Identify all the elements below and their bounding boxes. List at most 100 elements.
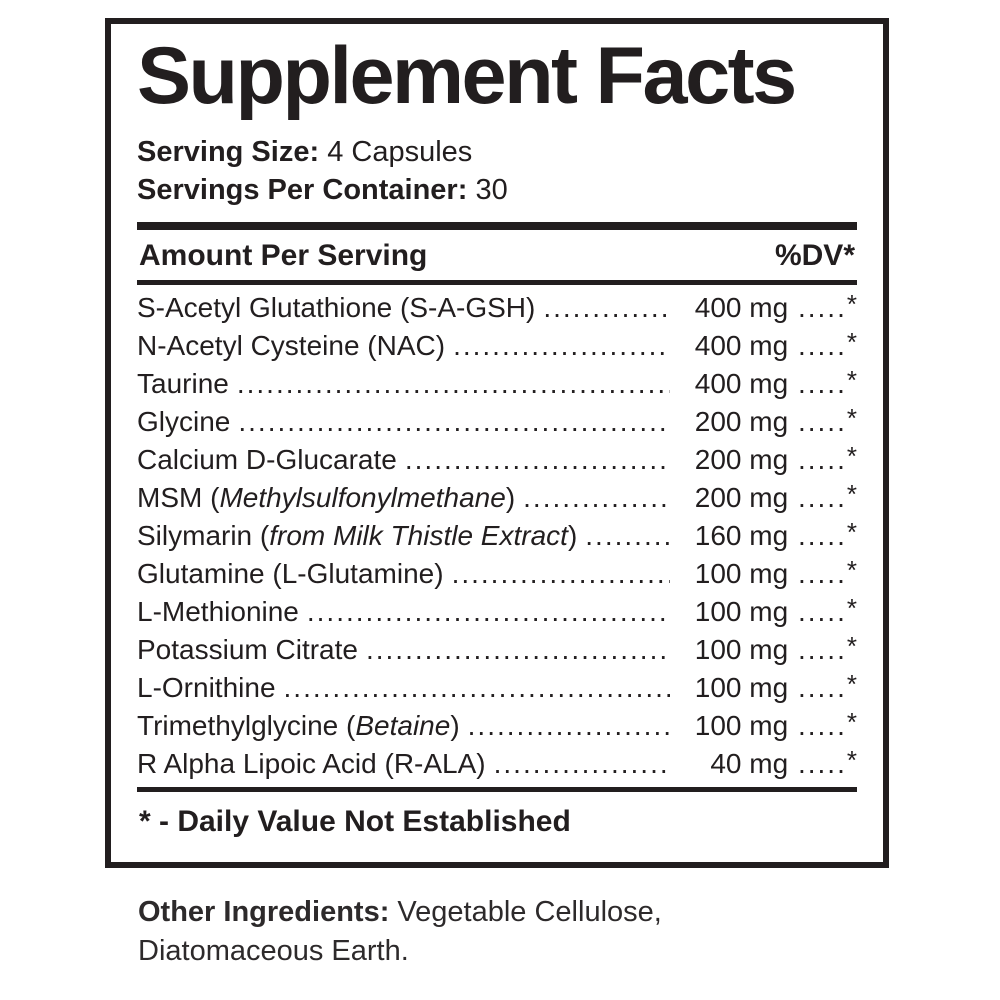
- dv-asterisk: *: [846, 327, 857, 357]
- ingredient-amount: 200 mg: [694, 482, 789, 513]
- ingredient-row: S-Acetyl Glutathione (S-A-GSH) 400 mg ..…: [137, 289, 857, 327]
- ingredient-name: N-Acetyl Cysteine (NAC): [137, 327, 445, 365]
- divider-above-footnote: [137, 787, 857, 792]
- ingredient-row: L-Methionine 100 mg ..... *: [137, 593, 857, 631]
- ingredient-name: S-Acetyl Glutathione (S-A-GSH): [137, 289, 535, 327]
- dv-asterisk: *: [846, 631, 857, 661]
- dot-leader: [453, 327, 670, 365]
- dot-leader: [494, 745, 671, 783]
- ingredient-amount: 200 mg: [694, 444, 789, 475]
- daily-value-footnote: * - Daily Value Not Established: [139, 805, 571, 838]
- dv-header: %DV*: [774, 239, 855, 272]
- dv-asterisk: *: [846, 593, 857, 623]
- ingredient-name-text: Silymarin (: [137, 520, 270, 551]
- ingredient-amount: 100 mg: [694, 710, 789, 741]
- ingredient-name: Trimethylglycine (Betaine): [137, 707, 460, 745]
- ingredient-amount: 400 mg: [694, 368, 789, 399]
- ingredient-name: L-Methionine: [137, 593, 299, 631]
- dot-leader: [237, 365, 670, 403]
- ingredient-name-text: Calcium D-Glucarate: [137, 444, 397, 475]
- ingredient-name-italic: Methylsulfonylmethane: [219, 482, 506, 513]
- ingredient-name-suffix: ): [450, 710, 460, 741]
- tail-dots: .....: [788, 482, 847, 513]
- dv-asterisk: *: [846, 289, 857, 319]
- servings-per-container-value: 30: [475, 174, 508, 206]
- dv-asterisk: *: [846, 669, 857, 699]
- servings-per-container-label: Servings Per Container:: [137, 174, 468, 206]
- ingredient-row: Glutamine (L-Glutamine) 100 mg ..... *: [137, 555, 857, 593]
- ingredient-name: Potassium Citrate: [137, 631, 358, 669]
- ingredient-name-text: Glutamine (L-Glutamine): [137, 558, 444, 589]
- dot-leader: [452, 555, 671, 593]
- dot-leader: [284, 669, 671, 707]
- serving-info: Serving Size: 4 Capsules Servings Per Co…: [137, 133, 857, 209]
- ingredient-name-text: L-Methionine: [137, 596, 299, 627]
- ingredient-name-italic: Betaine: [355, 710, 451, 741]
- ingredient-name-text: Potassium Citrate: [137, 634, 358, 665]
- ingredient-name: Taurine: [137, 365, 229, 403]
- ingredient-name-text: Glycine: [137, 406, 231, 437]
- ingredient-name-text: Taurine: [137, 368, 229, 399]
- ingredient-name-suffix: ): [567, 520, 578, 551]
- amount-per-serving-header: Amount Per Serving: [139, 239, 428, 272]
- dv-asterisk: *: [846, 707, 857, 737]
- ingredient-name: Glycine: [137, 403, 230, 441]
- ingredient-row: R Alpha Lipoic Acid (R-ALA) 40 mg ..... …: [137, 745, 857, 783]
- ingredient-name: Calcium D-Glucarate: [137, 441, 397, 479]
- ingredient-amount: 40 mg: [710, 748, 789, 779]
- dv-asterisk: *: [846, 745, 857, 775]
- dv-asterisk: *: [846, 555, 857, 585]
- ingredient-amount: 400 mg: [694, 330, 789, 361]
- dot-leader: [543, 289, 670, 327]
- dot-leader: [238, 403, 670, 441]
- tail-dots: .....: [788, 330, 847, 361]
- dot-leader: [468, 707, 671, 745]
- other-ingredients-label: Other Ingredients:: [138, 896, 390, 928]
- ingredient-amount: 160 mg: [694, 520, 789, 551]
- tail-dots: .....: [788, 292, 847, 323]
- dot-leader: [523, 479, 670, 517]
- ingredient-amount: 100 mg: [694, 634, 789, 665]
- dv-asterisk: *: [846, 403, 857, 433]
- ingredient-amount: 100 mg: [694, 558, 789, 589]
- ingredient-row: L-Ornithine 100 mg ..... *: [137, 669, 857, 707]
- ingredient-amount: 200 mg: [694, 406, 789, 437]
- ingredient-name: MSM (Methylsulfonylmethane): [137, 479, 515, 517]
- tail-dots: .....: [788, 596, 847, 627]
- tail-dots: .....: [788, 520, 847, 551]
- ingredient-row: N-Acetyl Cysteine (NAC) 400 mg ..... *: [137, 327, 857, 365]
- dot-leader: [585, 517, 670, 555]
- ingredient-name-text: N-Acetyl Cysteine (NAC): [137, 330, 446, 361]
- ingredient-amount: 100 mg: [694, 672, 789, 703]
- tail-dots: .....: [788, 672, 847, 703]
- ingredient-name-text: L-Ornithine: [137, 672, 276, 703]
- ingredient-row: Calcium D-Glucarate 200 mg ..... *: [137, 441, 857, 479]
- panel-title: Supplement Facts: [137, 31, 797, 121]
- ingredient-name-text: R Alpha Lipoic Acid (R-ALA): [137, 748, 486, 779]
- divider-under-header: [137, 280, 857, 285]
- tail-dots: .....: [788, 406, 847, 437]
- tail-dots: .....: [788, 444, 847, 475]
- ingredient-row: Taurine 400 mg ..... *: [137, 365, 857, 403]
- ingredient-row: Potassium Citrate 100 mg ..... *: [137, 631, 857, 669]
- ingredient-name-suffix: ): [505, 482, 516, 513]
- serving-size-value: 4 Capsules: [327, 136, 473, 168]
- ingredient-name: L-Ornithine: [137, 669, 276, 707]
- ingredient-amount: 100 mg: [694, 596, 789, 627]
- divider-thick-top: [137, 222, 857, 230]
- tail-dots: .....: [788, 368, 847, 399]
- dot-leader: [307, 593, 670, 631]
- dot-leader: [366, 631, 670, 669]
- table-header: Amount Per Serving %DV*: [137, 230, 857, 280]
- ingredient-name: Silymarin (from Milk Thistle Extract): [137, 517, 577, 555]
- servings-per-container-line: Servings Per Container: 30: [137, 171, 857, 209]
- dv-asterisk: *: [846, 441, 857, 471]
- ingredient-row: Glycine 200 mg ..... *: [137, 403, 857, 441]
- ingredient-row: Trimethylglycine (Betaine) 100 mg ..... …: [137, 707, 857, 745]
- other-ingredients-text: Vegetable Cellulose, Diatomaceous Earth.: [138, 896, 662, 967]
- supplement-facts-panel: Supplement Facts Serving Size: 4 Capsule…: [105, 18, 889, 868]
- other-ingredients: Other Ingredients: Vegetable Cellulose, …: [138, 893, 718, 971]
- ingredient-amount: 400 mg: [694, 292, 789, 323]
- ingredient-name-text: MSM (: [137, 482, 220, 513]
- serving-size-line: Serving Size: 4 Capsules: [137, 133, 857, 171]
